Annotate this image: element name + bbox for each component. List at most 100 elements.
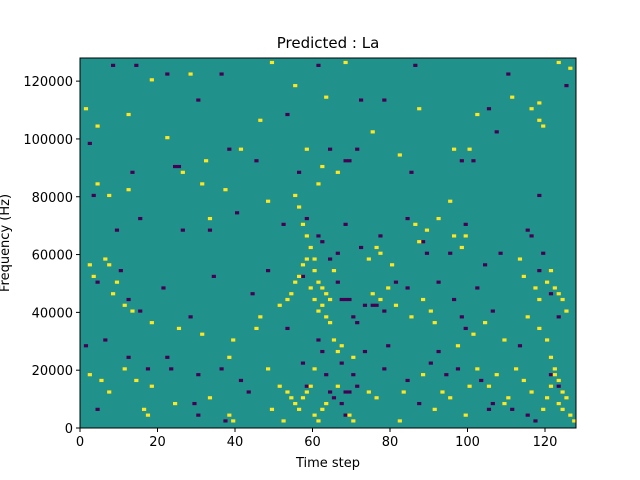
- heatmap-cell-low: [339, 401, 344, 406]
- heatmap-cell-high: [223, 188, 228, 192]
- heatmap-cell-high: [552, 373, 557, 377]
- heatmap-cell-high: [417, 107, 422, 111]
- heatmap-cell-high: [572, 419, 577, 423]
- heatmap-cell-low: [91, 193, 96, 198]
- heatmap-cell-high: [165, 136, 170, 140]
- heatmap-cell-high: [87, 373, 92, 377]
- heatmap-cell-low: [548, 373, 554, 377]
- heatmap-cell-high: [312, 257, 317, 261]
- heatmap-cell-high: [548, 384, 554, 388]
- heatmap-cell-high: [421, 373, 426, 377]
- heatmap-cell-high: [560, 297, 565, 302]
- heatmap-cell-low: [452, 297, 457, 302]
- heatmap-cell-high: [432, 407, 437, 411]
- heatmap-cell-high: [393, 303, 399, 307]
- heatmap-cell-high: [452, 147, 457, 151]
- heatmap-cell-high: [316, 419, 321, 423]
- heatmap-cell-high: [297, 205, 302, 209]
- heatmap-cell-high: [308, 286, 313, 290]
- heatmap-cell-high: [331, 269, 337, 273]
- heatmap-cell-low: [339, 361, 344, 365]
- heatmap-cell-high: [304, 147, 309, 151]
- heatmap-cell-low: [490, 401, 495, 406]
- heatmap-cell-low: [421, 240, 426, 244]
- heatmap-cell-high: [374, 396, 379, 400]
- heatmap-cell-low: [351, 373, 356, 377]
- heatmap-cell-low: [328, 147, 333, 151]
- heatmap-cell-low: [95, 407, 100, 411]
- heatmap-cell-high: [421, 297, 426, 302]
- heatmap-cell-high: [320, 164, 325, 169]
- heatmap-cell-high: [324, 315, 329, 319]
- heatmap-cell-high: [560, 407, 565, 411]
- heatmap-cell-high: [107, 390, 112, 394]
- heatmap-cell-low: [455, 367, 461, 371]
- heatmap-cell-low: [300, 274, 306, 278]
- x-tick-label: 20: [149, 435, 166, 450]
- heatmap-cell-low: [424, 251, 430, 255]
- heatmap-cell-high: [552, 286, 557, 290]
- heatmap-cell-low: [355, 147, 360, 151]
- heatmap-cell-high: [231, 419, 236, 423]
- heatmap-cell-high: [397, 419, 402, 423]
- heatmap-cell-high: [486, 384, 492, 388]
- heatmap-cell-low: [362, 349, 368, 354]
- x-axis: 0 20 40 60 80 100 120: [76, 428, 557, 450]
- heatmap-cell-high: [312, 413, 317, 417]
- heatmap-cell-low: [355, 384, 360, 388]
- heatmap-cell-low: [134, 63, 139, 67]
- heatmap-cell-high: [258, 315, 263, 319]
- heatmap-cell-high: [122, 303, 127, 307]
- heatmap-cell-high: [266, 199, 271, 203]
- heatmap-cell-high: [277, 384, 282, 388]
- heatmap-cell-high: [556, 292, 561, 296]
- heatmap-cell-low: [517, 344, 523, 348]
- heatmap-cell-low: [537, 269, 542, 273]
- heatmap-background: [80, 58, 576, 428]
- heatmap-cell-high: [471, 332, 476, 336]
- heatmap-cell-high: [517, 257, 523, 261]
- heatmap-cell-low: [405, 378, 410, 383]
- heatmap-cell-low: [138, 216, 143, 221]
- y-tick-label: 20000: [32, 364, 73, 379]
- axes-frame: [79, 57, 577, 429]
- heatmap-cell-low: [169, 367, 174, 371]
- heatmap-cell-high: [556, 60, 561, 65]
- heatmap-cell-low: [238, 378, 244, 383]
- heatmap-cell-high: [541, 407, 546, 411]
- heatmap-cell-high: [149, 384, 154, 388]
- heatmap-cell-high: [328, 321, 333, 325]
- heatmap-cell-low: [494, 130, 499, 134]
- y-axis-title: Frequency (Hz): [0, 194, 13, 292]
- heatmap-cell-low: [126, 297, 131, 302]
- heatmap-cell-low: [188, 315, 193, 319]
- heatmap-cell-high: [417, 240, 422, 244]
- heatmap-cell-high: [312, 367, 317, 371]
- heatmap-cell-high: [428, 309, 433, 313]
- heatmap-cell-low: [393, 280, 399, 284]
- heatmap-cell-low: [161, 286, 166, 290]
- heatmap-cell-high: [548, 355, 554, 359]
- heatmap-cell-low: [359, 245, 364, 250]
- heatmap-cell-low: [463, 222, 468, 226]
- heatmap-cell-high: [560, 390, 565, 394]
- x-axis-title: Time step: [295, 456, 360, 471]
- heatmap-cell-high: [335, 384, 340, 388]
- heatmap-cell-low: [463, 326, 468, 331]
- heatmap-cell-high: [83, 107, 89, 111]
- heatmap-cell-low: [316, 338, 321, 342]
- y-tick-label: 120000: [23, 75, 73, 90]
- heatmap-cell-low: [126, 355, 131, 359]
- heatmap-cell-high: [231, 338, 236, 342]
- heatmap-cell-high: [126, 188, 131, 192]
- heatmap-cell-high: [285, 390, 290, 394]
- heatmap-cell-high: [238, 147, 244, 151]
- heatmap-cell-low: [316, 63, 321, 67]
- heatmap-cell-high: [316, 309, 321, 313]
- heatmap-cell-high: [134, 378, 139, 383]
- heatmap-cell-low: [436, 349, 441, 354]
- heatmap-cell-high: [130, 309, 135, 313]
- heatmap-cell-low: [250, 292, 255, 296]
- heatmap-cell-low: [111, 63, 116, 67]
- heatmap-cell-low: [498, 251, 503, 255]
